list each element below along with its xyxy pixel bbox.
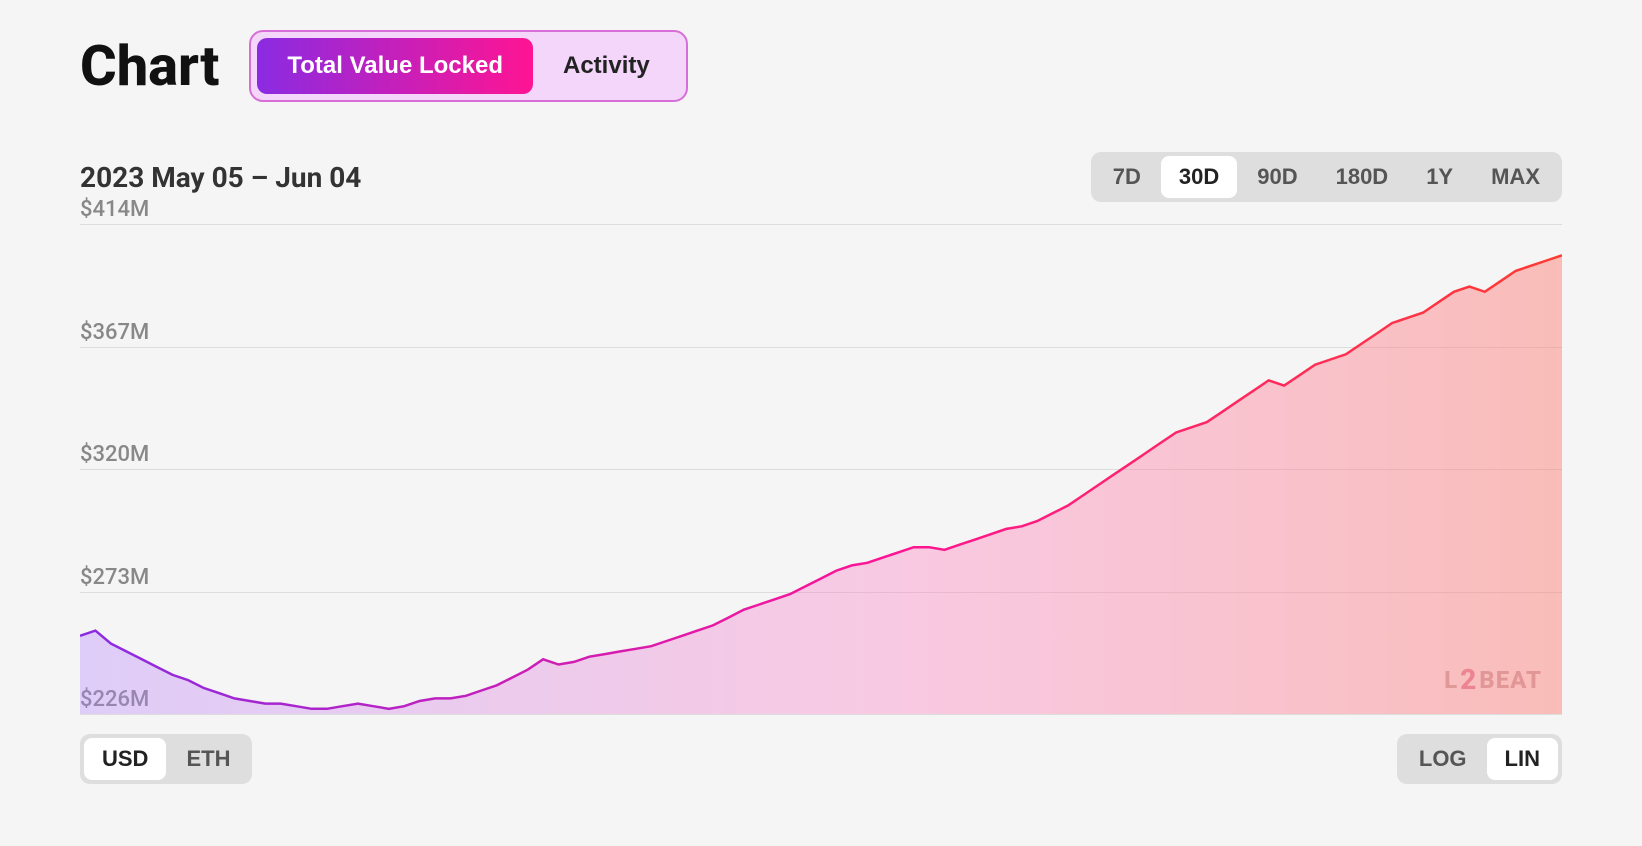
range-30d[interactable]: 30D [1161,156,1237,198]
range-7d[interactable]: 7D [1095,156,1159,198]
range-max[interactable]: MAX [1473,156,1558,198]
tab-total-value-locked[interactable]: Total Value Locked [257,38,533,94]
range-180d[interactable]: 180D [1318,156,1407,198]
chart-area: $226M$273M$320M$367M$414M L2BEAT [80,224,1562,714]
currency-selector: USDETH [80,734,252,784]
time-range-selector: 7D30D90D180D1YMAX [1091,152,1562,202]
tab-activity[interactable]: Activity [533,38,680,94]
gridline [80,714,1562,715]
scale-lin[interactable]: LIN [1487,738,1558,780]
range-1y[interactable]: 1Y [1408,156,1471,198]
currency-usd[interactable]: USD [84,738,166,780]
scale-log[interactable]: LOG [1401,738,1485,780]
page-title: Chart [80,33,219,99]
range-90d[interactable]: 90D [1239,156,1315,198]
scale-selector: LOGLIN [1397,734,1562,784]
area-chart-svg [80,224,1562,714]
currency-eth[interactable]: ETH [168,738,248,780]
date-range-label: 2023 May 05 – Jun 04 [80,161,361,194]
chart-type-tabs: Total Value LockedActivity [249,30,687,102]
